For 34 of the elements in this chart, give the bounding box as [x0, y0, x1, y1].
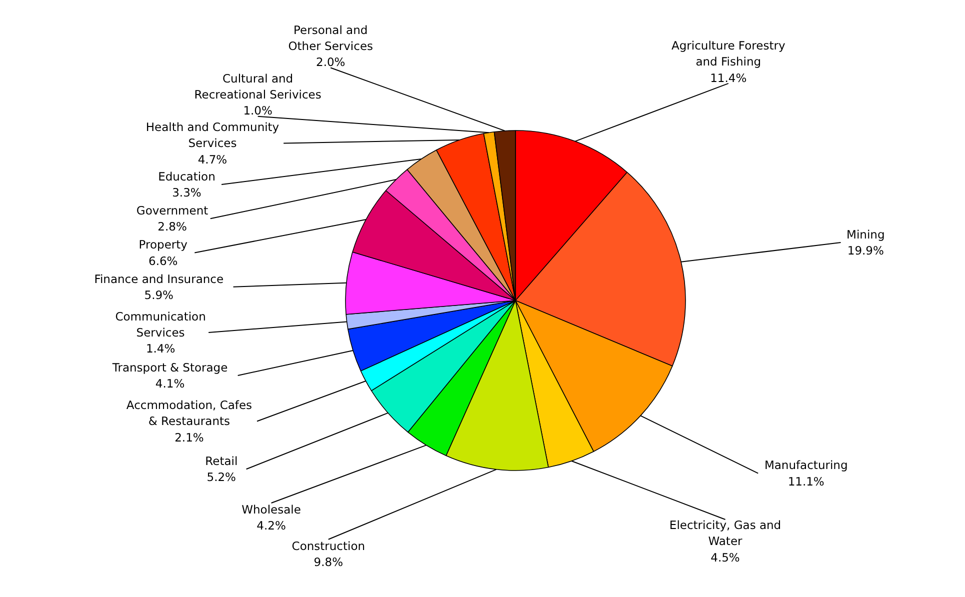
slice-label: Health and Community Services	[146, 120, 280, 150]
slice-label: Transport & Storage	[111, 360, 228, 374]
slice-label: Construction	[292, 538, 366, 553]
slice-label: Finance and Insurance	[94, 272, 224, 286]
slice-label: Cultural and Recreational Serivices	[194, 72, 322, 102]
data-label: 1.0%	[243, 104, 272, 118]
slice-label: Accmmodation, Cafes & Restaurants	[126, 398, 252, 428]
data-label: 4.5%	[710, 550, 740, 564]
slice-label: Wholesale	[242, 502, 301, 516]
data-label: 3.3%	[172, 186, 202, 200]
data-label: 11.4%	[710, 70, 747, 85]
data-label: 4.1%	[155, 376, 185, 391]
data-label: 1.4%	[146, 342, 176, 356]
data-label: 19.9%	[847, 244, 884, 258]
slice-label: Agriculture Forestry and Fishing	[672, 38, 786, 69]
slice-label: Communication Services	[115, 309, 206, 340]
slice-label: Electricity, Gas and Water	[669, 518, 782, 548]
data-label: 2.1%	[174, 430, 204, 444]
data-label: 5.9%	[144, 288, 174, 302]
slice-label: Manufacturing	[764, 458, 848, 472]
slice-label: Property	[138, 238, 188, 252]
data-label: 2.0%	[316, 55, 346, 70]
slice-label: Government	[136, 204, 209, 218]
data-label: 11.1%	[788, 474, 824, 488]
data-label: 4.7%	[198, 152, 228, 166]
slice-label: Mining	[846, 227, 885, 242]
data-label: 2.8%	[158, 220, 187, 234]
data-label: 5.2%	[206, 470, 236, 484]
data-label: 6.6%	[148, 254, 178, 268]
data-label: 4.2%	[256, 518, 286, 533]
slice-label: Retail	[205, 454, 238, 468]
slice-label: Education	[158, 170, 216, 184]
data-label: 9.8%	[314, 554, 344, 569]
slice-label: Personal and Other Services	[288, 22, 374, 54]
